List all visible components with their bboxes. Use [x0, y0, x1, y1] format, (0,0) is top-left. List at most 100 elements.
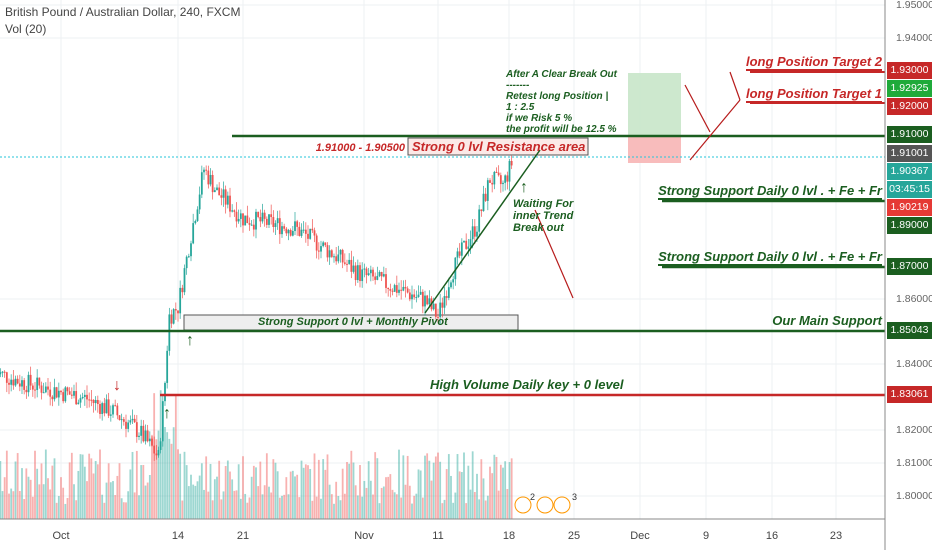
note-line: Break out [513, 222, 564, 234]
symbol-title[interactable]: British Pound / Australian Dollar, 240, … [5, 5, 241, 19]
candle [504, 175, 507, 183]
volume-bar [354, 485, 357, 519]
event-icon[interactable] [553, 496, 571, 514]
volume-bar [21, 468, 23, 519]
candle [322, 242, 325, 247]
volume-bar [478, 499, 481, 519]
candle [196, 209, 199, 221]
candle [354, 265, 357, 281]
volume-bar [380, 487, 383, 519]
volume-bar [220, 499, 223, 519]
volume-bar [465, 503, 468, 519]
volume-bar [1, 491, 4, 519]
candle [265, 218, 268, 225]
long-position-profit-zone[interactable] [628, 73, 681, 136]
candle [200, 172, 203, 195]
candle [497, 172, 500, 176]
candle [320, 246, 322, 252]
volume-bar [447, 454, 450, 519]
candle [170, 314, 173, 324]
candle [480, 209, 483, 212]
candle [42, 392, 45, 394]
candle [29, 374, 32, 386]
volume-bar [304, 464, 307, 519]
candle [96, 399, 99, 405]
candle [369, 269, 372, 274]
candle [300, 229, 303, 236]
volume-bar [231, 479, 234, 519]
volume-bar [83, 466, 86, 519]
note-line: ------- [506, 80, 530, 91]
volume-bar [343, 493, 346, 519]
candle [289, 229, 292, 236]
event-icon[interactable] [536, 496, 554, 514]
volume-bar [66, 498, 69, 519]
price-label: 1.87000 [887, 258, 932, 275]
candle [161, 401, 164, 442]
volume-indicator-label[interactable]: Vol (20) [5, 22, 47, 36]
volume-bar [395, 494, 398, 519]
volume-bar [450, 475, 452, 519]
candle [326, 245, 329, 258]
candle [159, 441, 162, 450]
candle [190, 243, 192, 257]
volume-bar [385, 477, 387, 519]
uk-flag-icon[interactable] [514, 496, 532, 514]
volume-bar [439, 461, 442, 519]
economic-events[interactable]: 2 3 [514, 492, 577, 514]
trendline[interactable] [424, 149, 541, 314]
volume-bar [168, 438, 171, 519]
resistance-area-box[interactable] [407, 137, 589, 156]
candle [476, 231, 478, 237]
candle [255, 211, 257, 230]
candle [10, 379, 13, 385]
candle [315, 235, 318, 251]
candle [276, 218, 279, 224]
candle [66, 387, 69, 392]
candle [133, 418, 136, 423]
candle [192, 223, 195, 244]
candle [151, 438, 153, 446]
volume-bar [183, 451, 186, 519]
candle [244, 215, 247, 226]
volume-bar [205, 456, 208, 519]
candle [304, 229, 307, 234]
volume-bar [161, 441, 164, 519]
volume-bar [218, 460, 221, 519]
candle [70, 394, 73, 396]
volume-bar [413, 495, 416, 519]
volume-bar [330, 494, 333, 519]
volume-bar [107, 463, 110, 519]
volume-bar [140, 465, 143, 519]
volume-bar [103, 502, 106, 519]
candle [57, 390, 60, 398]
candle [495, 171, 498, 173]
volume-bar [426, 453, 429, 519]
candle [64, 387, 67, 402]
note-line: Retest long Position | [506, 91, 609, 102]
candle [81, 396, 84, 399]
candle [75, 391, 78, 405]
volume-bar [29, 479, 32, 519]
candle [155, 453, 158, 456]
support-daily-label-2: Strong Support Daily 0 lvl . + Fe + Fr [658, 249, 882, 266]
long-position-stop-zone[interactable] [628, 136, 681, 163]
note-line: inner Trend [513, 210, 574, 222]
candle [350, 259, 353, 272]
volume-bar [235, 490, 238, 519]
candle [465, 240, 468, 249]
arrow-down-icon: ↓ [113, 377, 121, 394]
candle [456, 251, 459, 258]
volume-bar [421, 497, 424, 519]
candle [166, 350, 169, 383]
volume-bar [445, 469, 448, 519]
candle [391, 290, 394, 292]
candle [246, 215, 249, 224]
volume-bar [118, 463, 121, 519]
volume-bar [99, 449, 101, 519]
volume-bar [289, 471, 292, 519]
volume-bar [203, 489, 205, 519]
main-support-label: Our Main Support [772, 313, 882, 328]
volume-bar [159, 390, 162, 519]
